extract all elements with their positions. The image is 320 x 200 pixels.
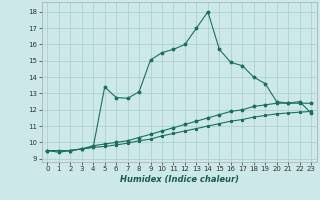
X-axis label: Humidex (Indice chaleur): Humidex (Indice chaleur) — [120, 175, 239, 184]
